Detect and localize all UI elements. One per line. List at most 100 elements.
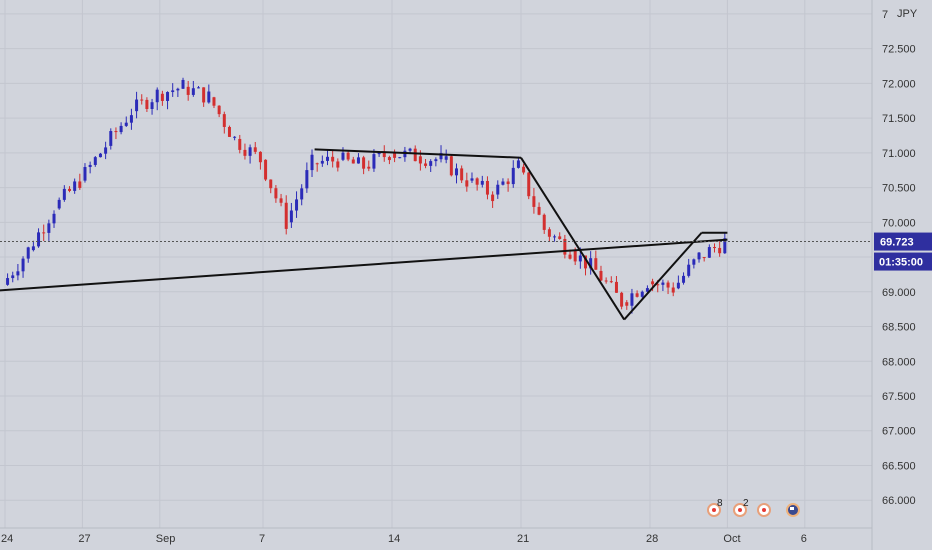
- candle-body: [692, 259, 696, 265]
- rise-line[interactable]: [623, 232, 703, 321]
- candle-body: [377, 152, 381, 155]
- candle-body: [516, 160, 520, 168]
- candle-body: [372, 154, 376, 169]
- candle-body: [713, 247, 716, 249]
- candle-body: [197, 87, 200, 89]
- candle-body: [331, 156, 335, 162]
- candle-body: [444, 156, 448, 160]
- projection-arrow[interactable]: [0, 238, 728, 292]
- candle-body: [620, 292, 624, 307]
- candle-body: [289, 210, 293, 223]
- candle-body: [140, 99, 144, 101]
- economic-event-icon[interactable]: [733, 503, 747, 517]
- neckline[interactable]: [314, 148, 522, 159]
- candle-body: [98, 153, 102, 158]
- candle-body: [625, 302, 629, 306]
- candle-body: [408, 148, 412, 151]
- candle-body: [362, 157, 366, 169]
- candle-body: [284, 202, 288, 229]
- candle-body: [326, 156, 329, 161]
- candle-body: [702, 257, 706, 259]
- candle-body: [6, 278, 10, 285]
- candle-body: [310, 154, 314, 171]
- candle-body: [88, 164, 92, 168]
- candle-body: [57, 199, 61, 209]
- candle-body: [186, 86, 190, 95]
- time-tick-label: 28: [646, 533, 658, 545]
- economic-event-icon[interactable]: [757, 503, 771, 517]
- time-tick-label: 14: [388, 533, 400, 545]
- candle-body: [449, 156, 453, 176]
- candle-body: [233, 136, 237, 138]
- candle-body: [135, 99, 139, 112]
- candle-body: [553, 236, 557, 238]
- candle-body: [264, 159, 268, 180]
- price-tick-label: 72.000: [882, 78, 916, 90]
- candle-body: [398, 157, 402, 159]
- candle-body: [604, 280, 608, 282]
- drop-line[interactable]: [520, 157, 626, 321]
- candle-body: [129, 115, 133, 123]
- candle-body: [491, 194, 495, 202]
- candle-body: [645, 288, 649, 292]
- candle-body: [599, 270, 603, 281]
- candle-body: [584, 255, 587, 269]
- candle-body: [661, 282, 665, 285]
- candle-body: [202, 87, 206, 103]
- candle-body: [124, 122, 128, 126]
- price-tick-label: 67.000: [882, 426, 916, 438]
- price-tick-label: 68.000: [882, 356, 916, 368]
- candle-body: [73, 181, 77, 191]
- candle-body: [671, 287, 675, 293]
- candle-body: [351, 159, 355, 164]
- candle-body: [279, 198, 283, 203]
- candle-body: [191, 88, 195, 95]
- candle-body: [176, 88, 180, 91]
- candle-body: [465, 180, 469, 187]
- candle-body: [568, 254, 572, 259]
- economic-event-icon[interactable]: [707, 503, 721, 517]
- candle-body: [439, 153, 443, 160]
- time-tick-label: 7: [259, 533, 265, 545]
- time-tick-label: Oct: [723, 533, 740, 545]
- candle-body: [336, 161, 340, 168]
- candle-body: [666, 282, 670, 288]
- candle-body: [31, 246, 35, 251]
- candle-body: [640, 291, 644, 297]
- event-count: 2: [743, 498, 749, 509]
- price-tick-label: 70.500: [882, 183, 916, 195]
- candle-body: [367, 166, 371, 169]
- candle-body: [429, 161, 433, 166]
- candle-body: [609, 281, 613, 283]
- candle-body: [26, 247, 30, 259]
- candle-body: [217, 105, 221, 115]
- candle-body: [155, 89, 159, 103]
- candle-body: [222, 114, 226, 127]
- candle-body: [485, 180, 489, 195]
- candle-body: [295, 199, 299, 211]
- candle-body: [697, 252, 701, 260]
- candle-body: [563, 238, 567, 255]
- candle-body: [537, 206, 541, 215]
- candle-body: [460, 168, 464, 181]
- time-tick-label: 6: [801, 533, 807, 545]
- candle-body: [393, 152, 397, 158]
- candle-body: [589, 258, 593, 269]
- event-count: 8: [717, 498, 723, 509]
- candle-body: [346, 152, 350, 160]
- candle-body: [253, 147, 257, 152]
- candle-body: [455, 168, 458, 176]
- price-tick-label: 66.500: [882, 460, 916, 472]
- grid: [0, 0, 872, 528]
- candle-body: [300, 188, 304, 200]
- candle-body: [707, 247, 711, 258]
- currency-label: JPY: [897, 8, 918, 20]
- flag-icon[interactable]: [786, 503, 800, 517]
- countdown-tag: [874, 252, 932, 271]
- candle-body: [522, 166, 526, 173]
- candle-body: [305, 170, 309, 189]
- candle-body: [418, 156, 422, 164]
